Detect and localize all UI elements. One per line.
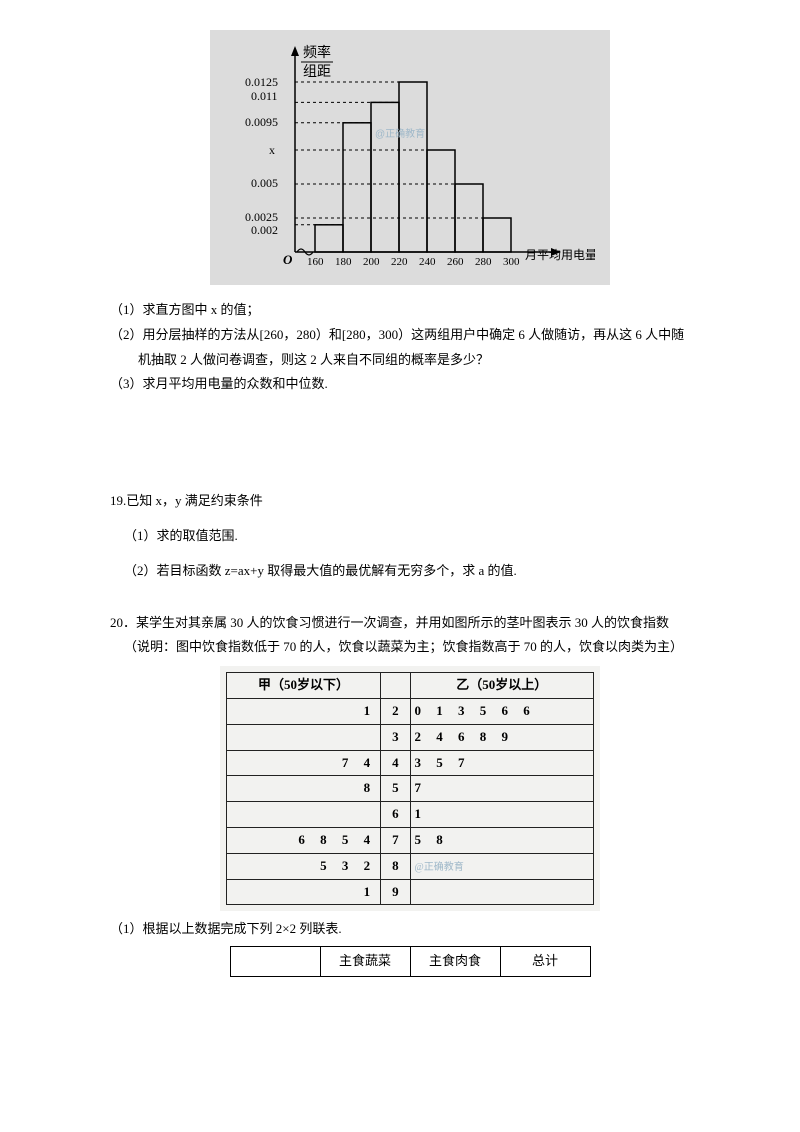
hist-xlabel: 月平均用电量/度 — [525, 247, 595, 262]
sl-left — [227, 802, 381, 828]
sl-right: 2 4 6 8 9 — [410, 724, 594, 750]
xtick-4: 240 — [419, 256, 436, 268]
sl-right-header: 乙（50岁以上） — [410, 673, 594, 699]
stemleaf-table: 甲（50岁以下） 乙（50岁以上） 120 1 3 5 6 632 4 6 8 … — [226, 672, 594, 905]
sl-left: 7 4 — [227, 750, 381, 776]
xtick-6: 280 — [475, 256, 492, 268]
ytick-5: 0.0025 — [245, 210, 278, 224]
sl-left: 5 3 2 — [227, 853, 381, 879]
ytick-4: 0.005 — [251, 176, 278, 190]
sl-right: 5 8 — [410, 827, 594, 853]
q18-sub1: （1）求直方图中 x 的值； （2）用分层抽样的方法从[260，280）和[28… — [110, 300, 710, 395]
xtick-3: 220 — [391, 256, 408, 268]
ytick-2: 0.0095 — [245, 115, 278, 129]
q19: 19.已知 x，y 满足约束条件 （1）求的取值范围. （2）若目标函数 z=a… — [110, 491, 710, 581]
ytick-0: 0.0125 — [245, 75, 278, 89]
sl-stem: 8 — [381, 853, 410, 879]
sl-left-header: 甲（50岁以下） — [227, 673, 381, 699]
contingency-table: 主食蔬菜 主食肉食 总计 — [230, 946, 591, 977]
sl-right: 0 1 3 5 6 6 — [410, 698, 594, 724]
sl-right: 3 5 7 — [410, 750, 594, 776]
xtick-1: 180 — [335, 256, 352, 268]
q19-s2: （2）若目标函数 z=ax+y 取得最大值的最优解有无穷多个，求 a 的值. — [110, 561, 710, 582]
sl-left: 6 8 5 4 — [227, 827, 381, 853]
ct-h1: 主食蔬菜 — [320, 947, 410, 977]
ct-h2: 主食肉食 — [410, 947, 500, 977]
xtick-7: 300 — [503, 256, 520, 268]
q19-s1: （1）求的取值范围. — [110, 526, 710, 547]
q19-head: 19.已知 x，y 满足约束条件 — [110, 491, 710, 512]
hist-watermark: @正确教育 — [375, 127, 425, 140]
sl-right: @正确教育 — [410, 853, 594, 879]
sl-right: 1 — [410, 802, 594, 828]
histogram-svg: 频率 组距 O — [225, 42, 595, 277]
sl-stem: 4 — [381, 750, 410, 776]
xtick-2: 200 — [363, 256, 380, 268]
q20: 20．某学生对其亲属 30 人的饮食习惯进行一次调查，并用如图所示的茎叶图表示 … — [110, 613, 710, 659]
q20-note: （说明：图中饮食指数低于 70 的人，饮食以蔬菜为主；饮食指数高于 70 的人，… — [110, 637, 710, 658]
svg-text:O: O — [283, 252, 293, 267]
sl-stem: 7 — [381, 827, 410, 853]
hist-ylabel-top: 频率 — [303, 44, 331, 61]
q20-head: 20．某学生对其亲属 30 人的饮食习惯进行一次调查，并用如图所示的茎叶图表示 … — [110, 613, 710, 634]
sl-right — [410, 879, 594, 905]
sl-stem: 5 — [381, 776, 410, 802]
sl-stem: 9 — [381, 879, 410, 905]
sl-stem: 6 — [381, 802, 410, 828]
stemleaf-figure: 甲（50岁以下） 乙（50岁以上） 120 1 3 5 6 632 4 6 8 … — [220, 666, 600, 911]
sl-right: 7 — [410, 776, 594, 802]
sl-stem: 2 — [381, 698, 410, 724]
sl-left: 8 — [227, 776, 381, 802]
sl-stem: 3 — [381, 724, 410, 750]
q20-s1: （1）根据以上数据完成下列 2×2 列联表. — [110, 919, 710, 940]
xtick-0: 160 — [307, 256, 324, 268]
ytick-6: 0.002 — [251, 223, 278, 237]
sl-left: 1 — [227, 698, 381, 724]
histogram-figure: 频率 组距 O — [210, 30, 610, 285]
sl-left — [227, 724, 381, 750]
hist-ylabel-bot: 组距 — [303, 64, 331, 80]
xtick-5: 260 — [447, 256, 464, 268]
ytick-1: 0.011 — [251, 89, 278, 103]
ytick-3: x — [269, 143, 275, 157]
ct-h3: 总计 — [500, 947, 590, 977]
sl-left: 1 — [227, 879, 381, 905]
